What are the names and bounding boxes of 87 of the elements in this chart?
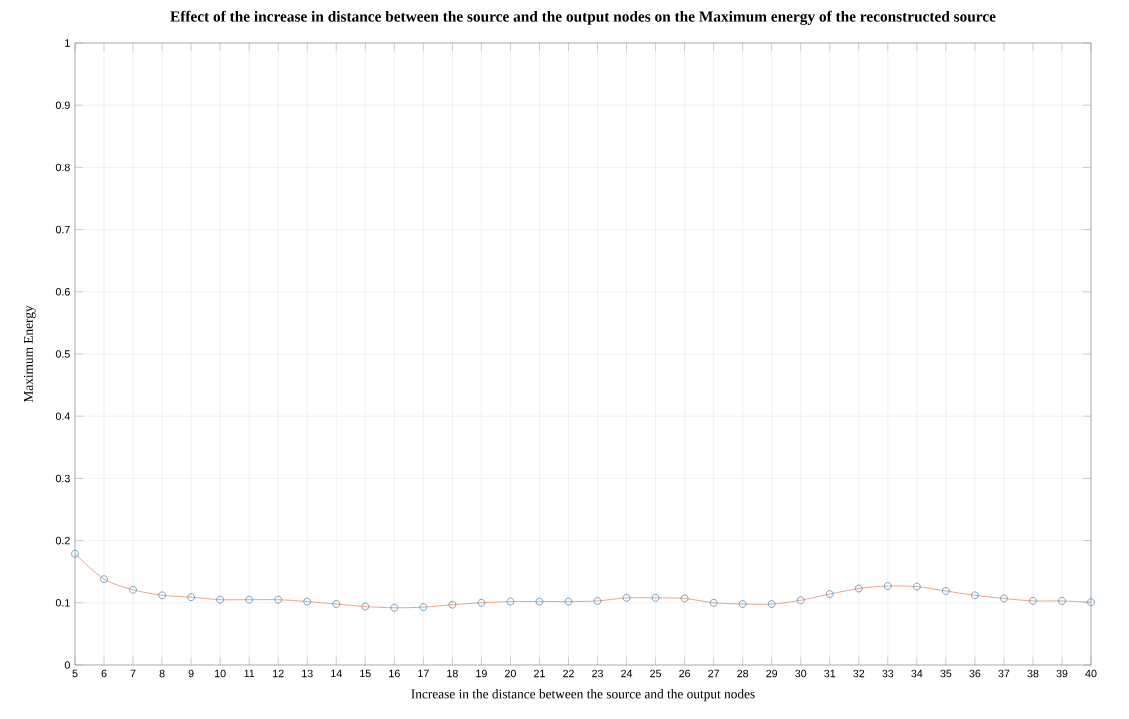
y-tick-label: 0.5	[55, 350, 70, 358]
x-tick-label: 11	[244, 669, 255, 678]
point	[854, 584, 863, 593]
point	[390, 603, 399, 612]
point	[593, 597, 602, 605]
point	[651, 593, 660, 602]
point	[129, 585, 137, 594]
point	[1000, 594, 1008, 603]
x-tick-label: 18	[447, 669, 458, 678]
x-tick-label: 37	[998, 669, 1010, 678]
x-tick-label: 31	[824, 669, 836, 678]
x-tick-label: 20	[505, 669, 516, 678]
x-tick-label: 15	[360, 669, 371, 678]
point	[709, 598, 718, 607]
x-tick-label: 8	[159, 669, 165, 678]
x-tick-label: 26	[679, 669, 691, 678]
y-tick-label: 0	[64, 661, 70, 669]
x-tick-label: 21	[534, 669, 545, 678]
x-tick-label: 16	[389, 669, 400, 678]
y-tick-label: 1	[65, 39, 70, 47]
x-tick-label: 9	[188, 669, 194, 678]
x-tick-label: 40	[1085, 669, 1097, 678]
x-tick-label: 36	[969, 669, 981, 678]
y-tick-label: 0.7	[55, 225, 70, 234]
x-tick-label: 30	[795, 669, 807, 678]
point	[1058, 597, 1066, 605]
x-tick-label: 33	[882, 669, 894, 678]
point	[332, 600, 341, 608]
x-tick-label: 7	[130, 669, 136, 678]
point	[883, 582, 892, 590]
x-tick-label: 29	[766, 669, 778, 678]
point	[942, 587, 950, 595]
x-tick-label: 5	[72, 669, 78, 678]
point	[680, 594, 689, 603]
x-tick-label: 10	[215, 669, 226, 678]
point	[767, 600, 776, 608]
y-tick-label: 0.2	[55, 536, 70, 545]
point	[971, 591, 979, 600]
x-tick-label: 24	[621, 669, 633, 678]
point	[216, 595, 225, 604]
x-axis-title: Increase in the distance between the source and the output nodes	[411, 689, 755, 702]
y-tick-label: 0.8	[55, 163, 70, 172]
point	[477, 598, 486, 607]
point	[419, 603, 428, 612]
x-tick-label: 12	[273, 669, 284, 678]
point	[274, 595, 283, 604]
x-tick-label: 14	[331, 669, 342, 678]
point	[1087, 598, 1095, 607]
x-tick-label: 34	[911, 669, 923, 678]
point	[912, 582, 921, 591]
point	[245, 595, 254, 604]
point	[158, 591, 166, 600]
point	[506, 597, 515, 606]
y-tick-label: 0.6	[55, 288, 70, 296]
point	[448, 600, 457, 609]
point	[825, 590, 834, 598]
point	[535, 597, 544, 606]
y-tick-label: 0.1	[55, 599, 70, 607]
y-tick-label: 0.4	[55, 412, 70, 420]
point	[622, 593, 631, 602]
x-tick-label: 39	[1056, 669, 1068, 678]
x-tick-label: 38	[1027, 669, 1039, 678]
x-tick-label: 35	[940, 669, 952, 678]
point	[303, 597, 312, 606]
point	[796, 596, 805, 605]
point	[361, 602, 370, 611]
x-tick-label: 22	[563, 669, 574, 678]
point	[187, 593, 195, 602]
y-tick-label: 0.9	[55, 101, 70, 109]
point	[564, 597, 573, 606]
point	[738, 600, 747, 608]
point	[100, 575, 108, 584]
x-tick-label: 6	[101, 669, 107, 678]
x-tick-label: 13	[302, 669, 313, 678]
x-tick-label: 17	[418, 669, 429, 678]
x-tick-label: 23	[592, 669, 603, 678]
x-tick-label: 27	[708, 669, 720, 678]
x-tick-label: 28	[737, 669, 749, 678]
line-series	[75, 553, 1092, 609]
x-tick-label: 32	[853, 669, 865, 678]
x-tick-label: 25	[650, 669, 662, 678]
chart-title: Effect of the increase in distance between the source and the output nodes on the Maximum energy of the reconstructed source	[170, 10, 996, 25]
y-tick-label: 0.3	[55, 474, 70, 483]
point	[1029, 597, 1037, 605]
point	[71, 549, 79, 558]
y-axis-title: Maximum Energy	[23, 305, 36, 403]
x-tick-label: 19	[476, 669, 487, 678]
